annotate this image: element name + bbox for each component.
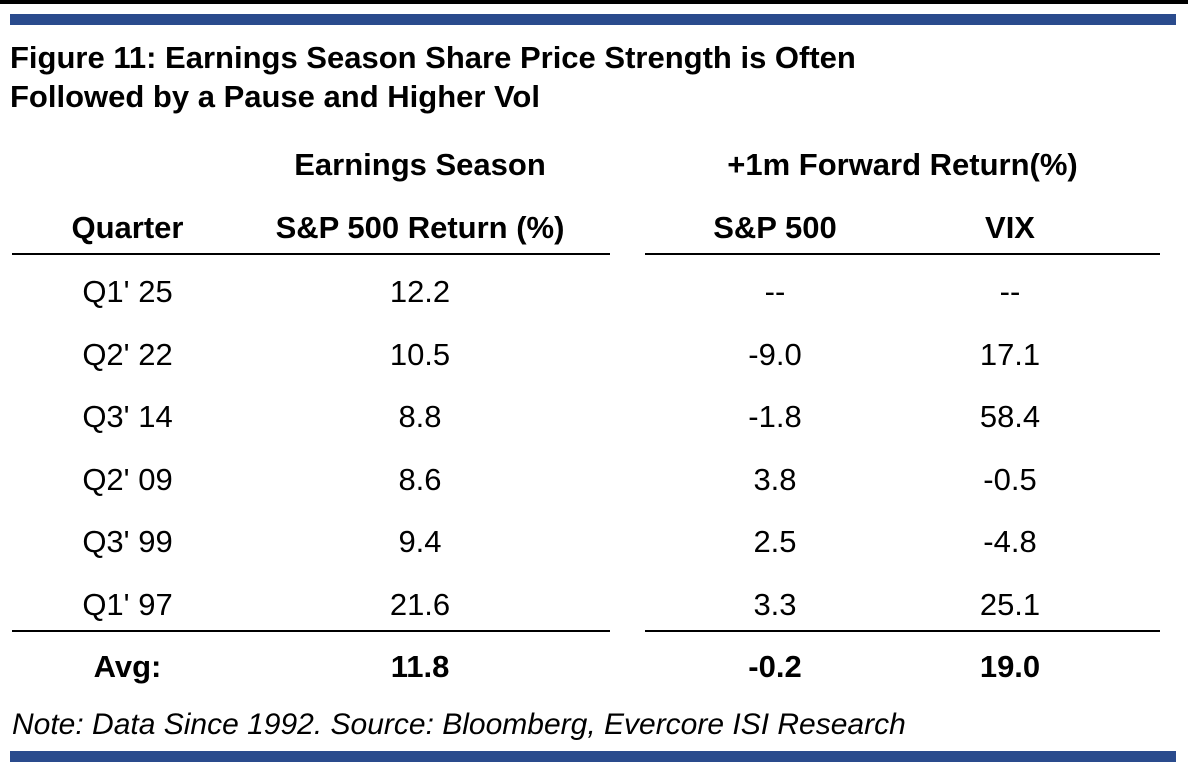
- cell-vix-forward: --: [999, 274, 1021, 309]
- header-earnings-season: Earnings Season: [294, 147, 546, 182]
- cell-vix-forward: -4.8: [983, 524, 1037, 559]
- figure-title-line-1: Figure 11: Earnings Season Share Price S…: [10, 40, 856, 75]
- average-earnings-return: 11.8: [390, 649, 450, 684]
- cell-quarter: Q3' 14: [82, 399, 173, 434]
- figure-title: Figure 11: Earnings Season Share Price S…: [10, 38, 1160, 116]
- cell-sp500-forward: 3.8: [753, 462, 797, 497]
- cell-sp500-forward: -9.0: [748, 337, 802, 372]
- average-rule-right: [645, 630, 1160, 632]
- cell-quarter: Q3' 99: [82, 524, 173, 559]
- cell-quarter: Q2' 09: [82, 462, 173, 497]
- header-rule-left: [12, 253, 610, 255]
- average-rule-left: [12, 630, 610, 632]
- header-forward-return: +1m Forward Return(%): [727, 147, 1078, 182]
- cell-sp500-forward: --: [764, 274, 786, 309]
- cell-quarter: Q1' 97: [82, 587, 173, 622]
- cell-vix-forward: 58.4: [979, 399, 1041, 434]
- top-border: [0, 0, 1188, 4]
- header-vix: VIX: [985, 210, 1035, 245]
- cell-quarter: Q2' 22: [82, 337, 173, 372]
- bottom-accent-bar: [10, 751, 1176, 762]
- cell-earnings-return: 8.6: [398, 462, 442, 497]
- cell-vix-forward: -0.5: [983, 462, 1037, 497]
- header-sp-return: S&P 500 Return (%): [275, 210, 565, 245]
- cell-vix-forward: 25.1: [979, 587, 1041, 622]
- figure-title-line-2: Followed by a Pause and Higher Vol: [10, 79, 540, 114]
- header-rule-right: [645, 253, 1160, 255]
- cell-sp500-forward: -1.8: [748, 399, 802, 434]
- cell-earnings-return: 10.5: [389, 337, 451, 372]
- average-sp500-forward: -0.2: [748, 649, 802, 684]
- cell-earnings-return: 21.6: [389, 587, 451, 622]
- average-label: Avg:: [93, 649, 162, 684]
- cell-quarter: Q1' 25: [82, 274, 173, 309]
- cell-earnings-return: 8.8: [398, 399, 442, 434]
- cell-earnings-return: 12.2: [389, 274, 451, 309]
- header-quarter: Quarter: [71, 210, 184, 245]
- header-sp500: S&P 500: [713, 210, 837, 245]
- cell-earnings-return: 9.4: [398, 524, 442, 559]
- cell-sp500-forward: 2.5: [753, 524, 797, 559]
- average-vix-forward: 19.0: [979, 649, 1041, 684]
- top-accent-bar: [10, 14, 1176, 25]
- source-note: Note: Data Since 1992. Source: Bloomberg…: [12, 708, 906, 741]
- cell-vix-forward: 17.1: [979, 337, 1041, 372]
- cell-sp500-forward: 3.3: [753, 587, 797, 622]
